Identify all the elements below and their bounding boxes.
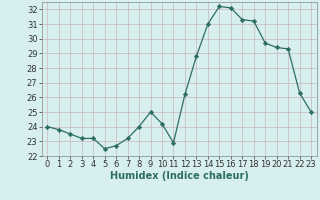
X-axis label: Humidex (Indice chaleur): Humidex (Indice chaleur) — [110, 171, 249, 181]
